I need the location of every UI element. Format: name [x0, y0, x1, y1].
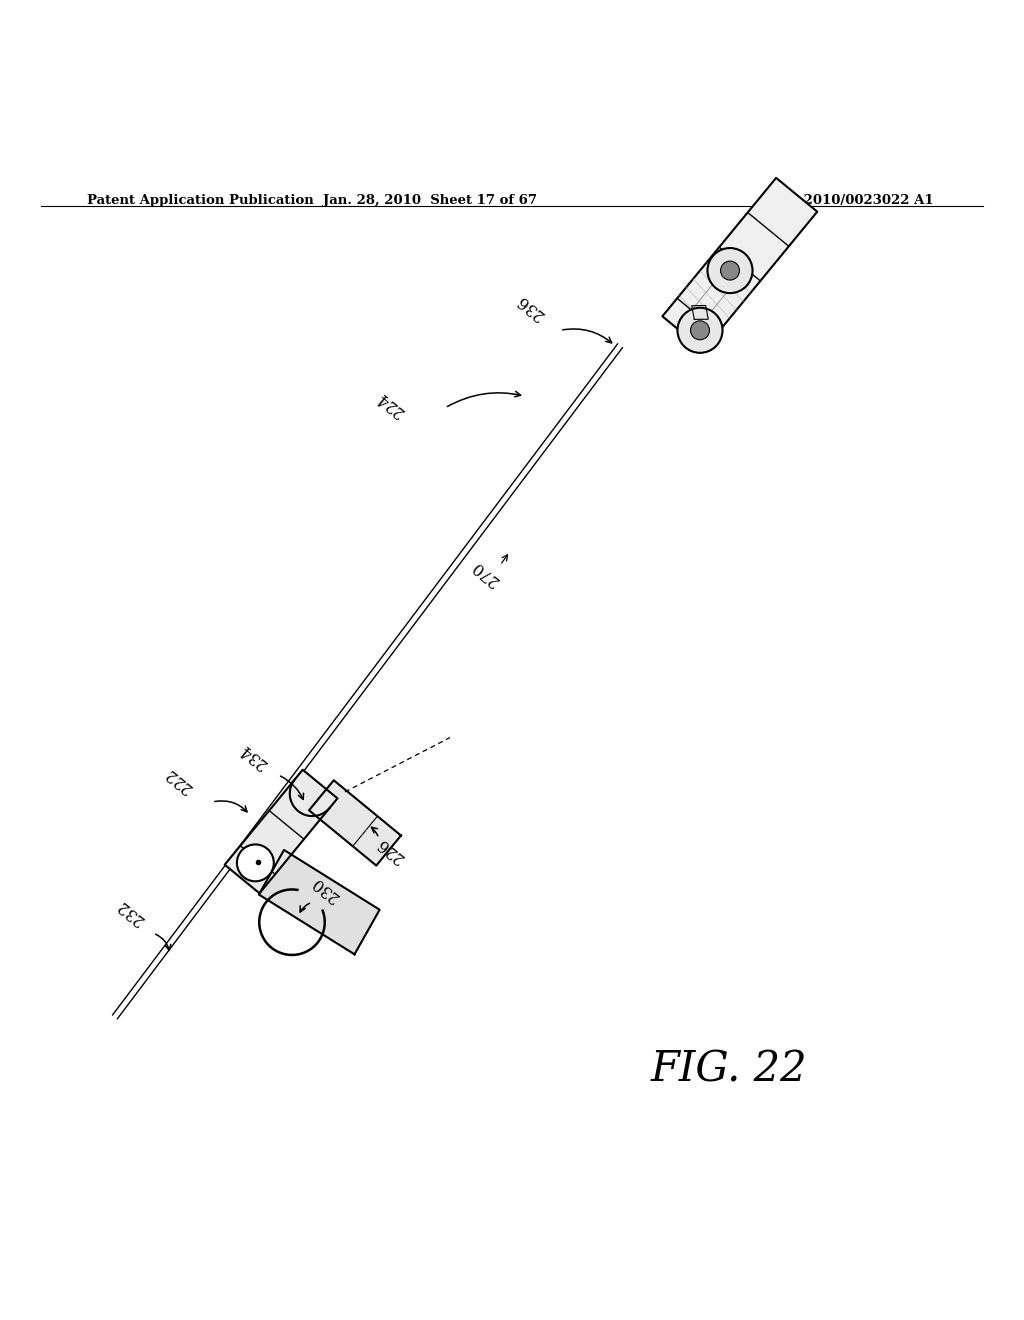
Text: 236: 236	[513, 290, 547, 323]
Polygon shape	[663, 178, 817, 350]
Circle shape	[721, 261, 739, 280]
Circle shape	[678, 308, 723, 352]
Text: Patent Application Publication: Patent Application Publication	[87, 194, 313, 207]
Circle shape	[708, 248, 753, 293]
Text: 230: 230	[308, 873, 342, 906]
Polygon shape	[259, 850, 380, 954]
Text: US 2010/0023022 A1: US 2010/0023022 A1	[778, 194, 934, 207]
Polygon shape	[224, 770, 338, 894]
Circle shape	[690, 321, 710, 339]
Text: Jan. 28, 2010  Sheet 17 of 67: Jan. 28, 2010 Sheet 17 of 67	[324, 194, 537, 207]
Text: 226: 226	[373, 834, 408, 866]
Text: 224: 224	[373, 388, 408, 420]
Text: 270: 270	[468, 557, 502, 589]
Text: 234: 234	[236, 739, 270, 772]
Circle shape	[237, 845, 273, 882]
Polygon shape	[309, 780, 401, 866]
Text: FIG. 22: FIG. 22	[650, 1048, 807, 1090]
Text: 222: 222	[161, 764, 196, 796]
Text: 232: 232	[113, 896, 147, 928]
